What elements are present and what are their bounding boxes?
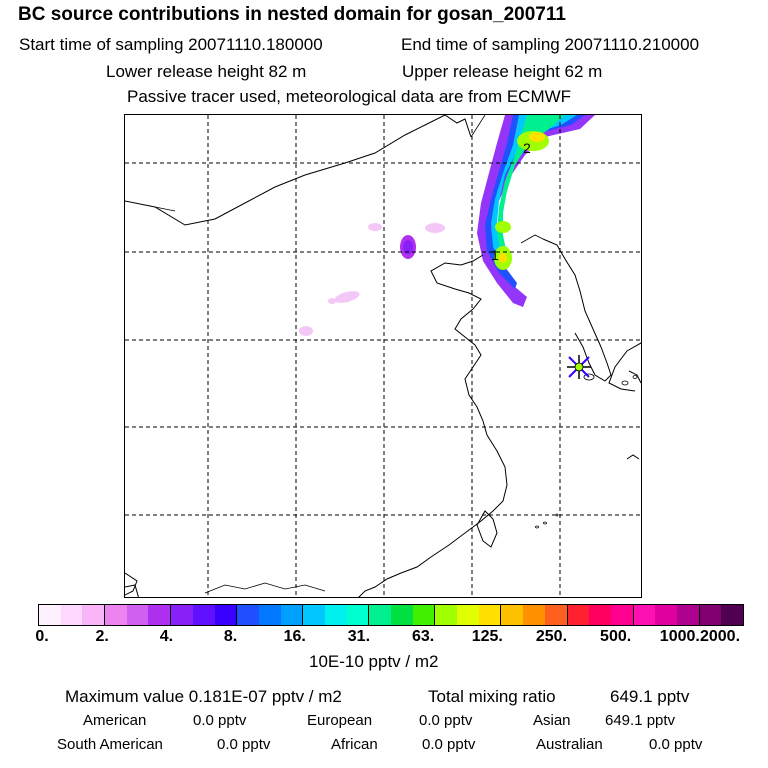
south-american-value: 0.0 pptv [217, 736, 271, 753]
coastlines [125, 115, 641, 597]
color-scale-tick-label: 2000. [699, 628, 741, 645]
tracer-note: Passive tracer used, meteorological data… [127, 87, 572, 106]
color-scale-tick-label: 63. [411, 628, 435, 645]
color-scale-segment [148, 605, 172, 625]
plume-field [299, 115, 595, 336]
color-scale-unit: 10E-10 pptv / m2 [309, 652, 439, 671]
start-time: Start time of sampling 20071110.180000 [19, 35, 323, 54]
color-scale-tick-label: 0. [35, 628, 49, 645]
color-scale-tick-label: 4. [159, 628, 174, 645]
australian-label: Australian [536, 736, 603, 753]
color-scale-segment [60, 605, 83, 625]
color-scale-segment [523, 605, 545, 625]
color-scale-tick-label: 31. [347, 628, 371, 645]
color-scale-segment [280, 605, 304, 625]
color-scale-tick-label: 2. [95, 628, 109, 645]
color-scale-bar [38, 604, 744, 626]
total-mixing-value: 649.1 pptv [610, 687, 690, 706]
american-value: 0.0 pptv [193, 712, 247, 729]
color-scale-segment [676, 605, 700, 625]
color-scale-segment [126, 605, 149, 625]
color-scale-segment [105, 605, 127, 625]
color-scale-tick-label: 250. [535, 628, 568, 645]
color-scale-segment [699, 605, 722, 625]
lower-release-height: Lower release height 82 m [106, 62, 307, 81]
color-scale-segment [457, 605, 479, 625]
map-svg: 2 1 [125, 115, 641, 597]
end-time: End time of sampling 20071110.210000 [401, 35, 700, 54]
upper-release-height: Upper release height 62 m [402, 62, 603, 81]
color-scale-segment [391, 605, 413, 625]
color-scale-segment [192, 605, 215, 625]
color-scale-segment [478, 605, 502, 625]
color-scale-tick-label: 1000. [659, 628, 700, 645]
asian-label: Asian [533, 712, 571, 729]
color-scale-tick-label: 125. [471, 628, 503, 645]
color-scale-segment [237, 605, 259, 625]
color-scale-segment [655, 605, 677, 625]
african-label: African [331, 736, 378, 753]
color-scale-segment [258, 605, 281, 625]
color-scale-segment [435, 605, 458, 625]
african-value: 0.0 pptv [422, 736, 476, 753]
color-scale-segment [589, 605, 611, 625]
australian-value: 0.0 pptv [649, 736, 703, 753]
plume-label-2: 2 [523, 140, 531, 156]
color-scale-segment [610, 605, 634, 625]
european-value: 0.0 pptv [419, 712, 473, 729]
color-scale-segment [214, 605, 238, 625]
color-scale-segment [721, 605, 743, 625]
borders [154, 115, 544, 594]
plot-title: BC source contributions in nested domain… [18, 4, 566, 25]
color-scale-segment [82, 605, 106, 625]
color-scale-segment [633, 605, 656, 625]
total-mixing-label: Total mixing ratio [428, 687, 556, 706]
european-label: European [307, 712, 373, 729]
asian-value: 649.1 pptv [605, 712, 676, 729]
south-american-label: South American [57, 736, 163, 753]
color-scale-tick-label: 8. [223, 628, 238, 645]
lat-lon-grid [125, 115, 641, 597]
color-scale-segment [171, 605, 193, 625]
color-scale-segment [412, 605, 436, 625]
color-scale-tick-label: 16. [283, 628, 306, 645]
plume-label-1: 1 [491, 247, 499, 263]
islands [535, 373, 638, 529]
color-scale-segment [39, 605, 61, 625]
receptor-marker-icon [567, 355, 591, 379]
map-panel: 2 1 [124, 114, 642, 598]
max-value: Maximum value 0.181E-07 pptv / m2 [65, 687, 342, 706]
color-scale-segment [303, 605, 325, 625]
color-scale-segment [346, 605, 370, 625]
american-label: American [83, 712, 147, 729]
color-scale-tick-label: 500. [600, 628, 632, 645]
color-scale-segment [369, 605, 391, 625]
color-scale-segment [501, 605, 524, 625]
color-scale-segment [567, 605, 590, 625]
color-scale-segment [544, 605, 568, 625]
color-scale-segment [324, 605, 347, 625]
